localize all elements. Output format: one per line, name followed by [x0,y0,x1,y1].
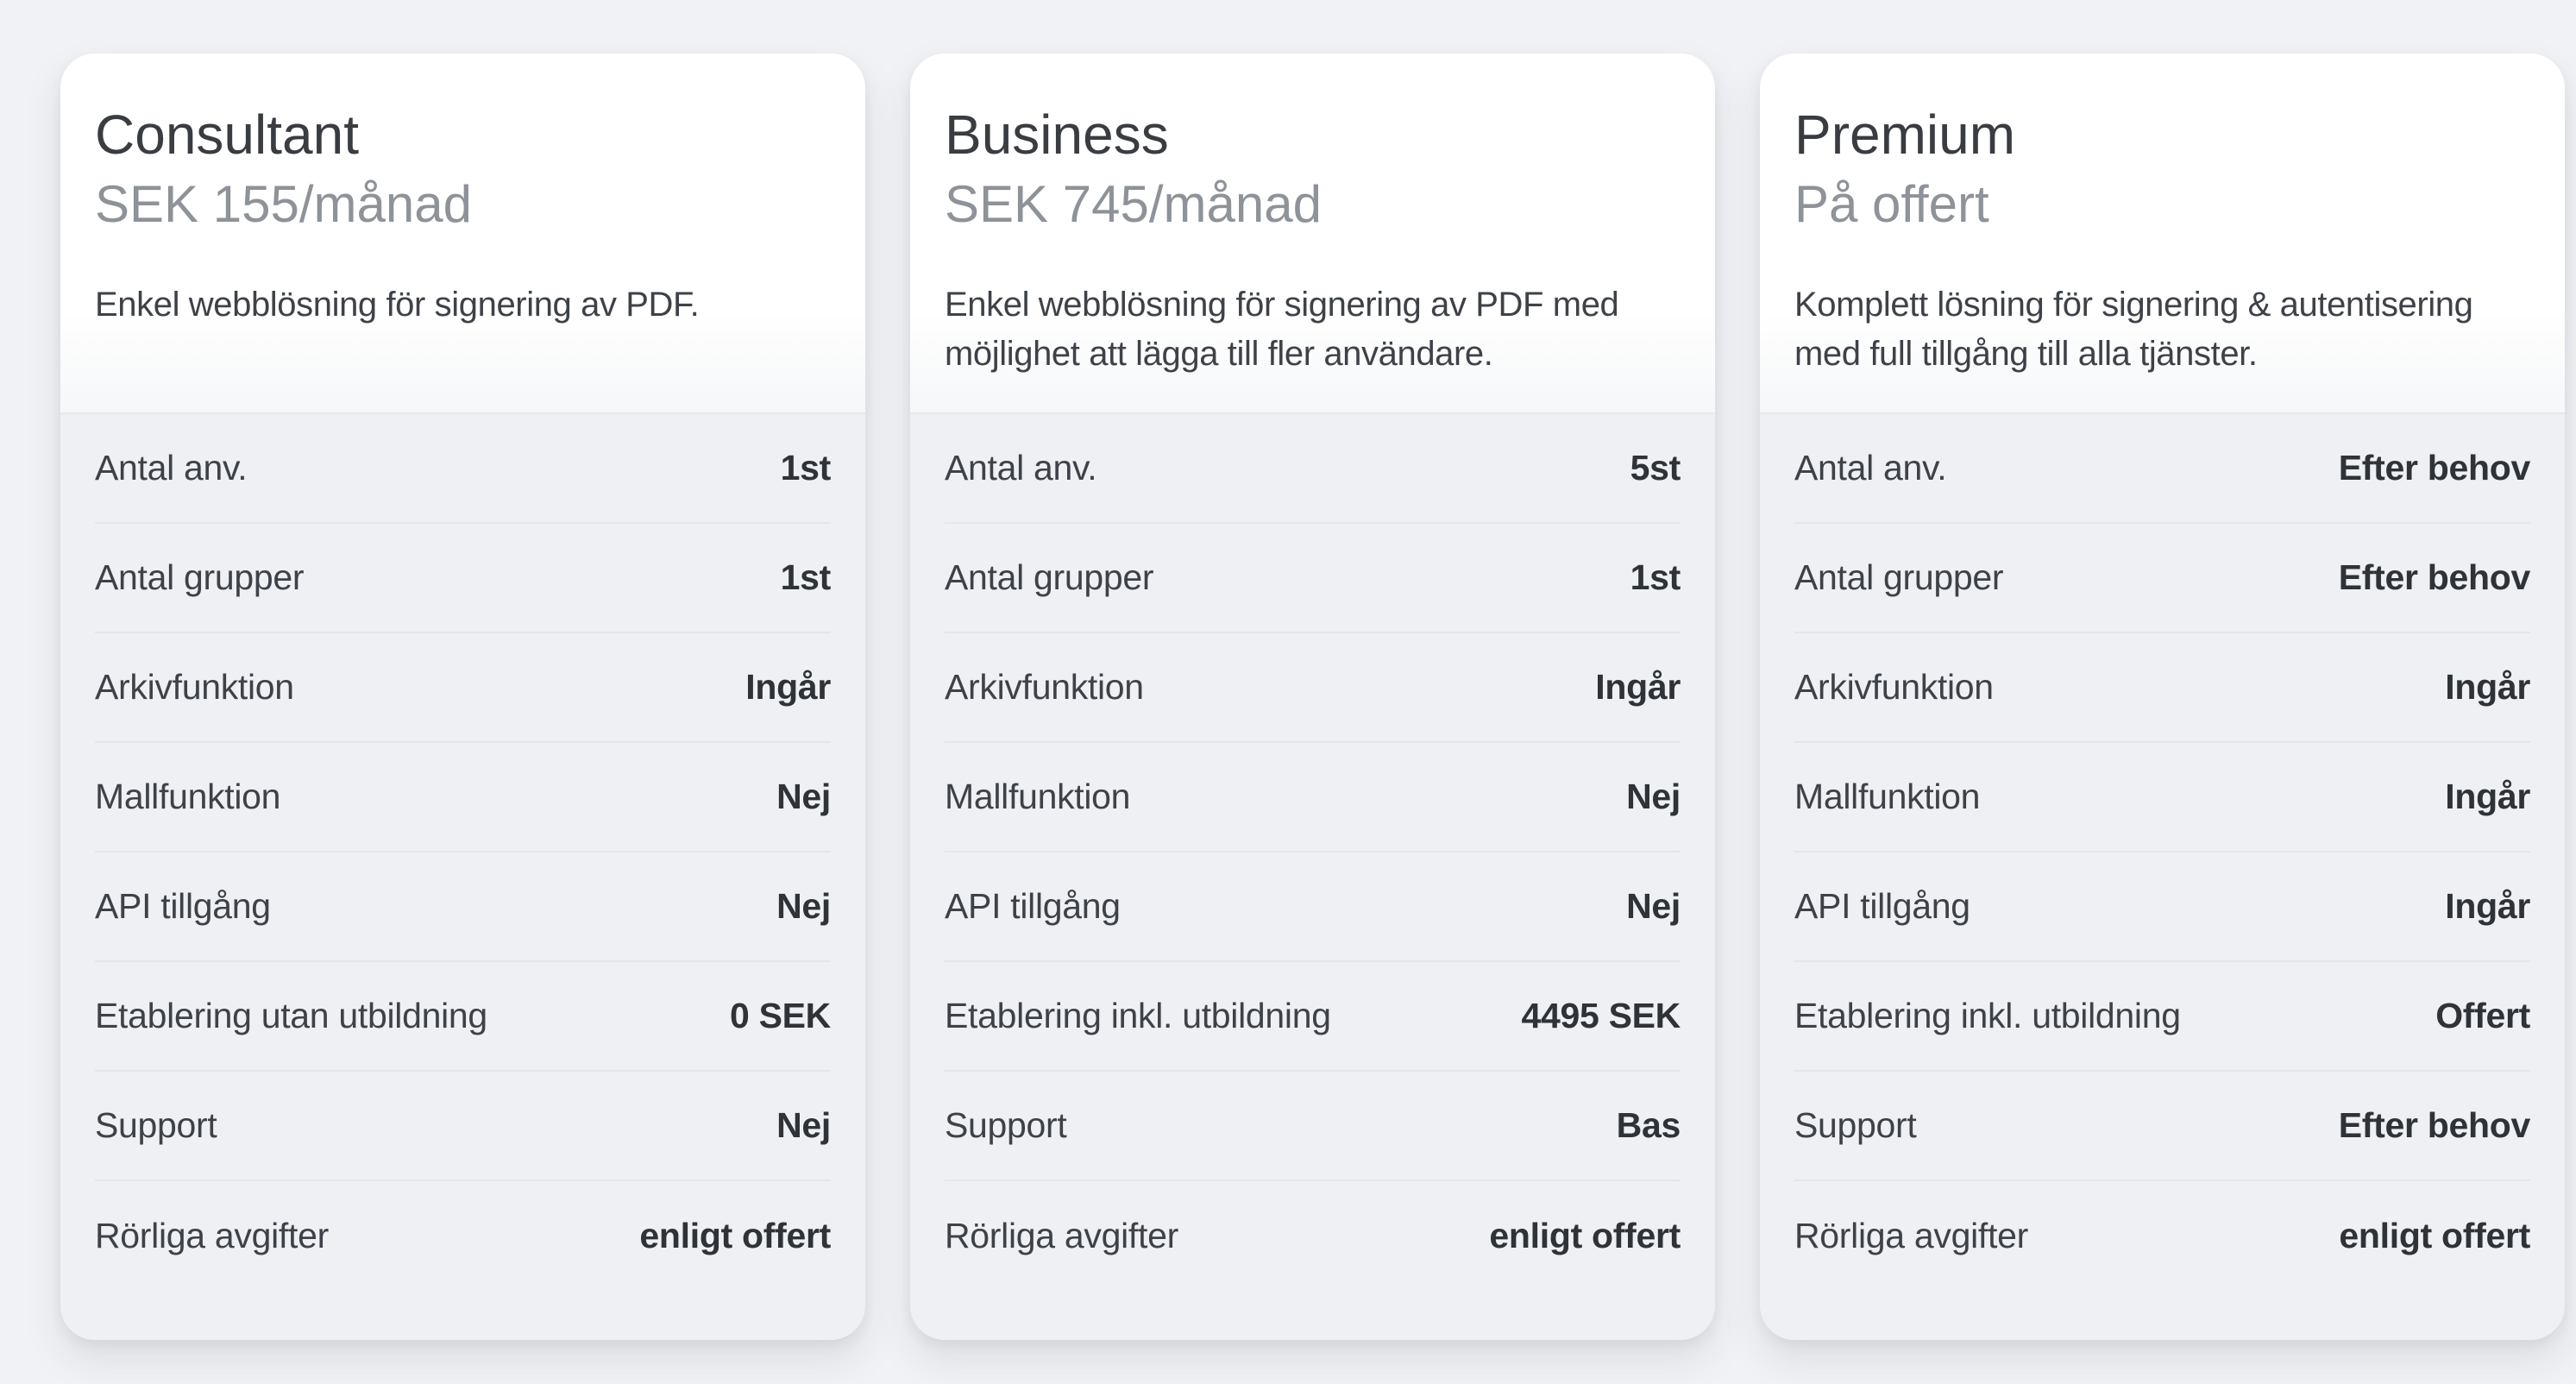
feature-value: enligt offert [639,1216,831,1255]
feature-label: Mallfunktion [945,777,1131,816]
feature-label: API tillgång [95,886,271,926]
feature-label: Mallfunktion [1794,777,1981,816]
feature-label: Antal grupper [1794,557,2004,597]
feature-row: Antal anv. 5st [945,414,1681,524]
feature-value: Nej [1626,886,1681,926]
feature-value: Bas [1616,1105,1681,1145]
feature-row: Arkivfunktion Ingår [95,633,831,743]
feature-label: Arkivfunktion [945,667,1144,707]
feature-label: API tillgång [1794,886,1970,926]
feature-row: Mallfunktion Ingår [1794,743,2530,852]
card-header: Consultant SEK 155/månad Enkel webblösni… [60,53,865,414]
card-header: Business SEK 745/månad Enkel webblösning… [910,53,1715,414]
feature-value: 4495 SEK [1521,996,1681,1035]
feature-row: Antal grupper Efter behov [1794,524,2530,633]
feature-row: Etablering inkl. utbildning 4495 SEK [945,962,1681,1072]
feature-label: Support [945,1105,1067,1145]
feature-row: Mallfunktion Nej [95,743,831,852]
plan-description: Komplett lösning för signering & autenti… [1794,285,2473,373]
feature-row: Arkivfunktion Ingår [1794,633,2530,743]
feature-value: Nej [776,886,831,926]
feature-value: Efter behov [2338,557,2531,597]
feature-value: Ingår [2445,886,2530,926]
feature-row: Etablering utan utbildning 0 SEK [95,962,831,1072]
plan-price: På offert [1794,174,1989,233]
feature-value: enligt offert [1489,1216,1681,1255]
plan-title: Consultant [95,104,359,166]
pricing-card: Premium På offert Komplett lösning för s… [1760,53,2565,1340]
feature-label: Mallfunktion [95,777,281,816]
feature-label: Antal anv. [1794,448,1947,488]
feature-row: Antal anv. Efter behov [1794,414,2530,524]
feature-table: Antal anv. 5st Antal grupper 1st Arkivfu… [910,414,1715,1340]
feature-table: Antal anv. 1st Antal grupper 1st Arkivfu… [60,414,865,1340]
feature-value: Nej [1626,777,1681,816]
feature-label: Arkivfunktion [1794,667,1994,707]
feature-row: Antal grupper 1st [945,524,1681,633]
feature-row: Antal anv. 1st [95,414,831,524]
feature-value: 0 SEK [730,996,831,1035]
feature-row: Support Efter behov [1794,1072,2530,1181]
plan-description: Enkel webblösning för signering av PDF m… [945,285,1619,373]
feature-value: enligt offert [2339,1216,2530,1255]
feature-row: Rörliga avgifter enligt offert [95,1181,831,1291]
feature-row: Antal grupper 1st [95,524,831,633]
feature-row: Mallfunktion Nej [945,743,1681,852]
feature-value: Ingår [1595,667,1681,707]
feature-label: Etablering utan utbildning [95,996,487,1035]
feature-label: Antal grupper [95,557,305,597]
feature-label: Arkivfunktion [95,667,294,707]
feature-label: API tillgång [945,886,1121,926]
feature-value: 1st [1630,557,1681,597]
feature-row: Etablering inkl. utbildning Offert [1794,962,2530,1072]
feature-row: API tillgång Nej [95,852,831,962]
feature-value: 1st [780,557,832,597]
feature-label: Antal anv. [945,448,1097,488]
feature-value: Ingår [2445,777,2530,816]
feature-label: Support [1794,1105,1917,1145]
feature-table: Antal anv. Efter behov Antal grupper Eft… [1760,414,2565,1340]
feature-value: Ingår [2445,667,2530,707]
card-header: Premium På offert Komplett lösning för s… [1760,53,2565,414]
plan-title: Premium [1794,104,2016,166]
pricing-card: Business SEK 745/månad Enkel webblösning… [910,53,1715,1340]
feature-value: Nej [776,1105,831,1145]
pricing-card: Consultant SEK 155/månad Enkel webblösni… [60,53,865,1340]
feature-row: Rörliga avgifter enligt offert [945,1181,1681,1291]
feature-value: 1st [780,448,832,488]
feature-value: Offert [2435,996,2530,1035]
feature-value: Nej [776,777,831,816]
feature-value: 5st [1630,448,1681,488]
feature-row: API tillgång Ingår [1794,852,2530,962]
feature-label: Etablering inkl. utbildning [945,996,1331,1035]
feature-label: Rörliga avgifter [95,1216,329,1255]
feature-label: Etablering inkl. utbildning [1794,996,2181,1035]
plan-title: Business [945,104,1169,166]
plan-price: SEK 155/månad [95,174,472,233]
plan-description: Enkel webblösning för signering av PDF. [95,285,700,324]
feature-row: API tillgång Nej [945,852,1681,962]
feature-label: Antal anv. [95,448,248,488]
feature-row: Support Nej [95,1072,831,1181]
feature-value: Efter behov [2338,448,2531,488]
feature-row: Support Bas [945,1072,1681,1181]
feature-value: Efter behov [2338,1105,2531,1145]
feature-value: Ingår [745,667,831,707]
feature-label: Rörliga avgifter [945,1216,1178,1255]
feature-label: Antal grupper [945,557,1154,597]
feature-row: Rörliga avgifter enligt offert [1794,1181,2530,1291]
plan-price: SEK 745/månad [945,174,1322,233]
feature-label: Support [95,1105,217,1145]
feature-row: Arkivfunktion Ingår [945,633,1681,743]
feature-label: Rörliga avgifter [1794,1216,2028,1255]
